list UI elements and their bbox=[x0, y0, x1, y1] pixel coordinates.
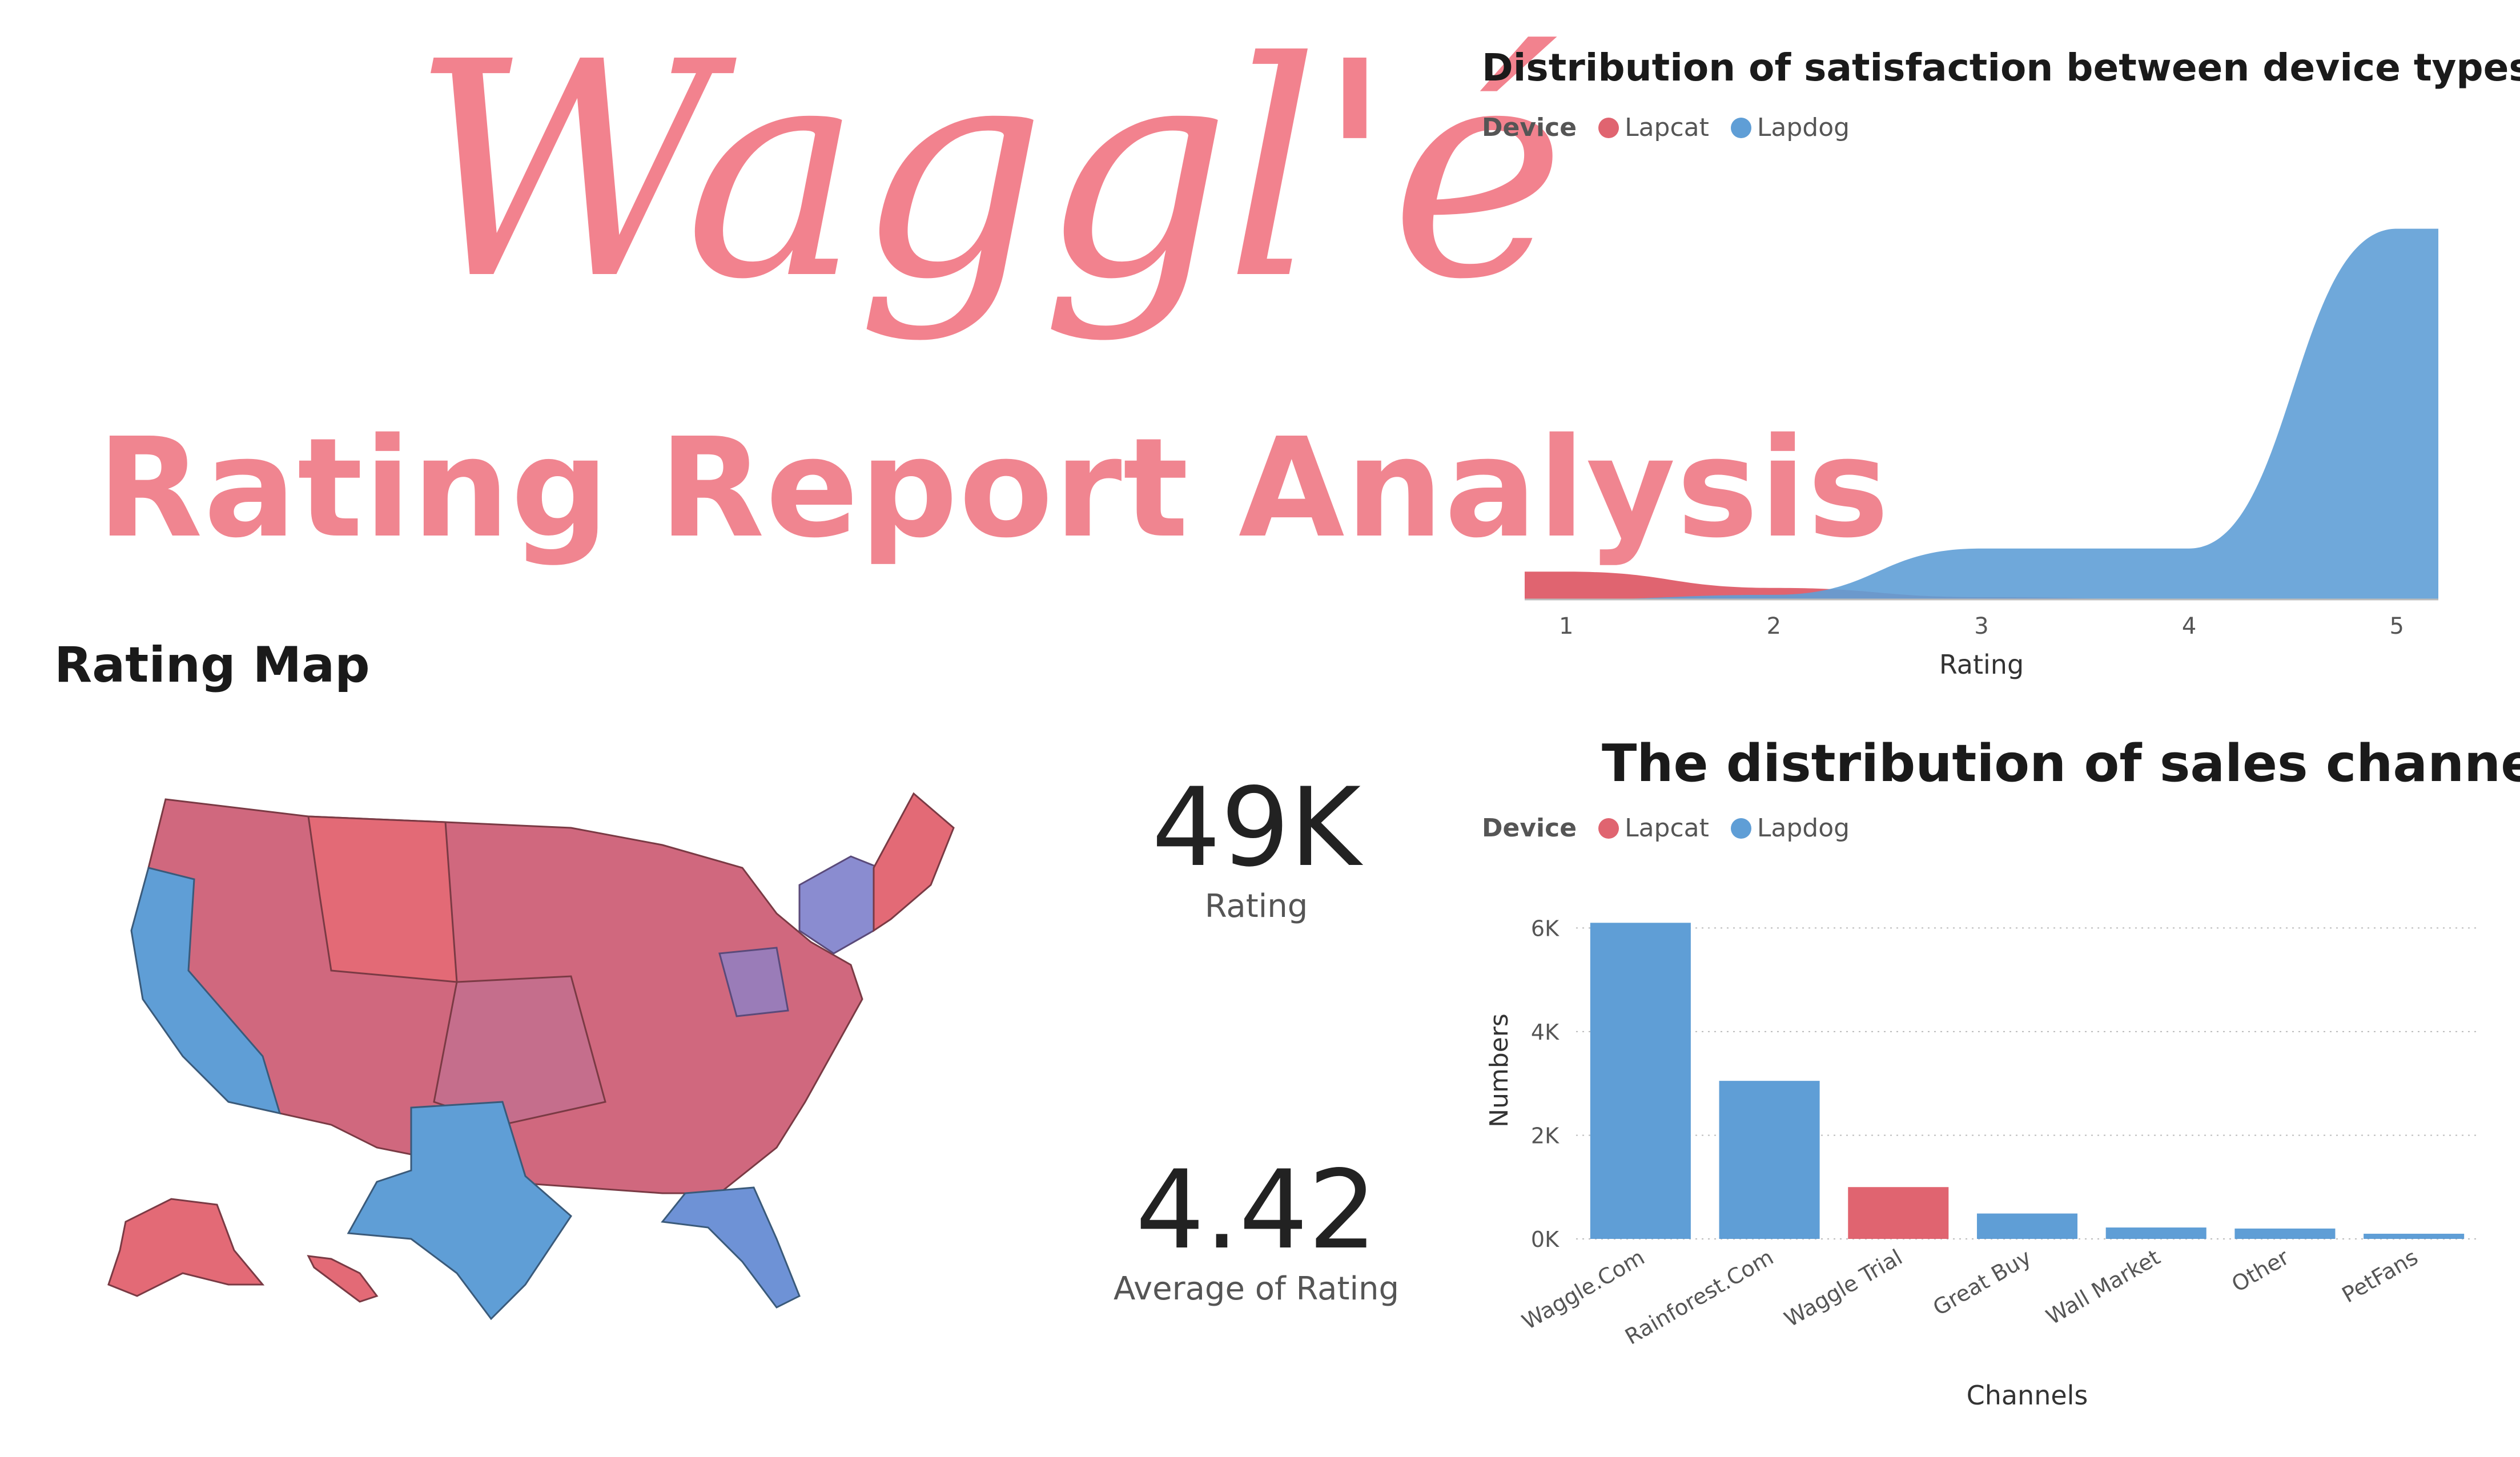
map-region-texas[interactable] bbox=[347, 1101, 572, 1321]
map-region-ohio[interactable] bbox=[718, 947, 789, 1017]
bar-legend-item-lapcat[interactable]: Lapcat bbox=[1598, 814, 1709, 843]
map-region-florida[interactable] bbox=[661, 1186, 801, 1309]
area-legend-label-lapcat: Lapcat bbox=[1625, 113, 1709, 142]
area-series-lapdog[interactable] bbox=[1525, 228, 2438, 599]
bar-great-buy[interactable] bbox=[1976, 1213, 2078, 1239]
bar-petfans[interactable] bbox=[2364, 1233, 2465, 1239]
area-x-tick-label: 2 bbox=[1767, 613, 1781, 639]
area-x-axis-label: Rating bbox=[1939, 649, 2024, 680]
map-region-rockies[interactable] bbox=[307, 815, 458, 983]
area-chart-title: Distribution of satisfaction between dev… bbox=[1482, 46, 2520, 90]
report-title: Rating Report Analysis bbox=[97, 408, 1891, 568]
bar-other[interactable] bbox=[2234, 1228, 2336, 1239]
bar-x-tick-label: Waggle Trial bbox=[1780, 1245, 1906, 1332]
bar-y-tick-label: 4K bbox=[1531, 1020, 1560, 1045]
lapcat-dot-icon bbox=[1598, 818, 1619, 839]
bar-x-tick-label: PetFans bbox=[2338, 1245, 2422, 1308]
area-legend-item-lapdog[interactable]: Lapdog bbox=[1730, 113, 1850, 142]
map-region-central[interactable] bbox=[433, 975, 606, 1126]
bar-wall-market[interactable] bbox=[2105, 1227, 2206, 1239]
bar-y-tick-label: 0K bbox=[1531, 1227, 1560, 1252]
bar-legend-title: Device bbox=[1482, 814, 1577, 843]
rating-map[interactable] bbox=[91, 782, 982, 1325]
bar-waggle-trial[interactable] bbox=[1848, 1187, 1949, 1239]
area-legend-item-lapcat[interactable]: Lapcat bbox=[1598, 113, 1709, 142]
bar-legend-label-lapdog: Lapdog bbox=[1757, 814, 1850, 843]
bar-y-axis-label: Numbers bbox=[1485, 1013, 1514, 1128]
kpi-average-rating-value: 4.42 bbox=[1135, 1147, 1377, 1273]
bar-x-tick-label: Wall Market bbox=[2042, 1245, 2164, 1330]
area-series-lapcat[interactable] bbox=[1525, 571, 2438, 599]
lapcat-dot-icon bbox=[1598, 118, 1619, 138]
map-region-northeast[interactable] bbox=[798, 855, 881, 955]
map-region-new-england[interactable] bbox=[873, 792, 955, 932]
map-region-alaska[interactable] bbox=[107, 1198, 265, 1297]
map-title: Rating Map bbox=[54, 637, 370, 694]
area-legend-label-lapdog: Lapdog bbox=[1757, 113, 1850, 142]
area-legend-title: Device bbox=[1482, 113, 1577, 142]
bar-x-axis-label: Channels bbox=[1967, 1380, 2088, 1411]
area-x-tick-label: 1 bbox=[1559, 613, 1573, 639]
bar-legend-label-lapcat: Lapcat bbox=[1625, 814, 1709, 843]
bar-x-tick-label: Great Buy bbox=[1928, 1245, 2035, 1321]
bar-x-tick-label: Waggle.Com bbox=[1518, 1245, 1649, 1335]
map-region-california[interactable] bbox=[130, 867, 282, 1115]
area-chart-legend: Device Lapcat Lapdog bbox=[1482, 113, 1863, 142]
bar-chart-legend: Device Lapcat Lapdog bbox=[1482, 814, 1863, 843]
bar-chart-title: The distribution of sales channels bbox=[1602, 734, 2520, 794]
bar-y-tick-label: 6K bbox=[1531, 916, 1560, 941]
waggle-logo: Waggl'é bbox=[411, 0, 1566, 344]
bar-y-tick-label: 2K bbox=[1531, 1123, 1560, 1148]
bar-legend-item-lapdog[interactable]: Lapdog bbox=[1730, 814, 1850, 843]
area-x-tick-label: 4 bbox=[2182, 613, 2196, 639]
area-x-tick-label: 5 bbox=[2390, 613, 2404, 639]
bar-rainforest-com[interactable] bbox=[1719, 1081, 1820, 1239]
lapdog-dot-icon bbox=[1730, 818, 1751, 839]
map-region-hawaii[interactable] bbox=[307, 1255, 379, 1303]
lapdog-dot-icon bbox=[1730, 118, 1751, 138]
kpi-rating-count-label: Rating bbox=[1204, 888, 1308, 925]
kpi-rating-count-value: 49K bbox=[1151, 764, 1361, 891]
bar-waggle-com[interactable] bbox=[1590, 923, 1691, 1239]
bar-x-tick-label: Other bbox=[2227, 1245, 2293, 1297]
kpi-average-rating-label: Average of Rating bbox=[1113, 1270, 1400, 1307]
area-chart[interactable]: 1 2 3 4 5 Rating bbox=[1485, 171, 2501, 685]
area-x-tick-label: 3 bbox=[1974, 613, 1988, 639]
